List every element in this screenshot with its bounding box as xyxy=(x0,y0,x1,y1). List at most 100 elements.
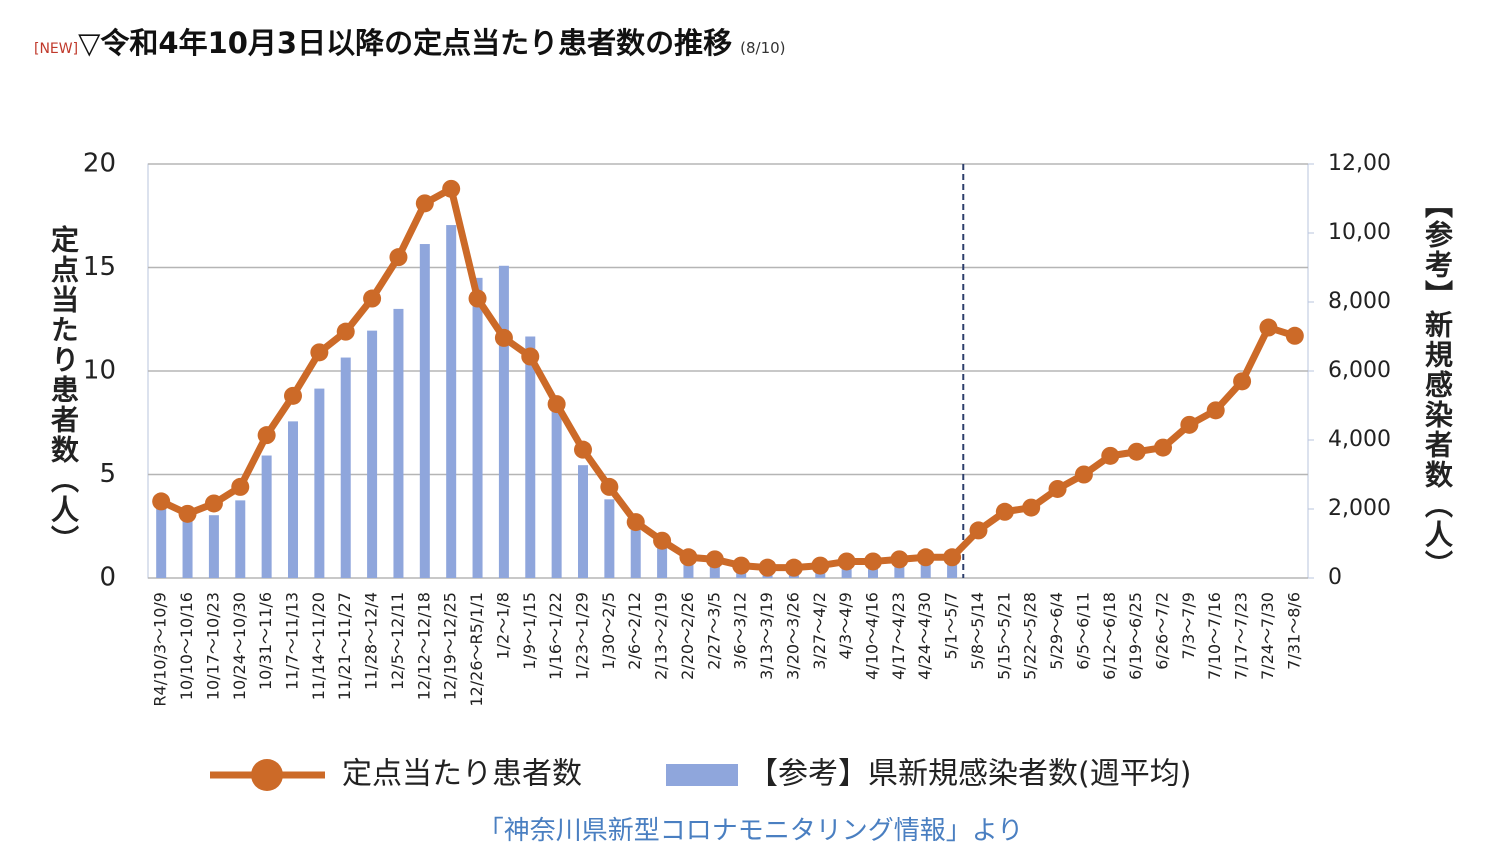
bar xyxy=(419,244,430,579)
x-tick-label: 7/10～7/16 xyxy=(1205,592,1224,680)
x-tick-label: 5/22～5/28 xyxy=(1021,592,1040,680)
point xyxy=(1206,401,1225,420)
bar xyxy=(367,330,378,578)
x-tick-label: 7/31～8/6 xyxy=(1284,592,1303,670)
point xyxy=(1285,326,1304,345)
x-tick-label: 5/15～5/21 xyxy=(994,592,1013,680)
point xyxy=(626,513,645,532)
point xyxy=(231,477,250,496)
bar xyxy=(498,265,509,578)
point xyxy=(521,347,540,366)
point xyxy=(1074,465,1093,484)
bar xyxy=(261,455,272,578)
x-tick-label: 5/1～5/7 xyxy=(942,592,961,660)
x-tick-label: 6/26～7/2 xyxy=(1153,592,1172,670)
x-tick-label: 1/16～1/22 xyxy=(546,592,565,680)
y-tick-label: 20 xyxy=(83,149,116,179)
bar xyxy=(551,405,562,578)
bar xyxy=(235,500,246,578)
x-tick-label: 10/24～10/30 xyxy=(230,592,249,700)
bar xyxy=(630,530,641,578)
point xyxy=(1101,446,1120,465)
point xyxy=(336,322,355,341)
x-tick-label: 3/20～3/26 xyxy=(783,592,802,680)
x-tick-label: 7/17～7/23 xyxy=(1232,592,1251,680)
legend-point xyxy=(251,759,283,791)
x-tick-label: 11/7～11/13 xyxy=(283,592,302,690)
source-note: 「神奈川県新型コロナモニタリング情報」より xyxy=(477,816,1024,846)
x-tick-label: 11/14～11/20 xyxy=(309,592,328,700)
point xyxy=(204,494,223,513)
y-tick-label: 15 xyxy=(83,252,116,282)
bar xyxy=(657,545,668,578)
bar xyxy=(683,560,694,578)
point xyxy=(1048,479,1067,498)
x-tick-label: 1/9～1/15 xyxy=(520,592,539,670)
point xyxy=(890,550,909,569)
x-tick-label: 12/5～12/11 xyxy=(388,592,407,690)
point xyxy=(784,558,803,577)
x-tick-label: 4/24～4/30 xyxy=(915,592,934,680)
x-tick-label: 1/23～1/29 xyxy=(573,592,592,680)
bar xyxy=(472,277,483,578)
x-tick-label: 2/27～3/5 xyxy=(704,592,723,670)
point xyxy=(547,395,566,414)
x-tick-label: 10/10～10/16 xyxy=(177,592,196,700)
x-tick-label: R4/10/3～10/9 xyxy=(151,592,170,707)
bar xyxy=(920,563,931,578)
x-tick-label: 3/6～3/12 xyxy=(731,592,750,670)
point xyxy=(864,552,882,571)
point xyxy=(600,477,619,496)
x-tick-label: 11/28～12/4 xyxy=(362,592,381,690)
bar xyxy=(894,564,905,578)
point xyxy=(1180,415,1199,434)
x-tick-label: 10/17～10/23 xyxy=(203,592,222,700)
bar xyxy=(314,388,325,578)
y2-tick-label: 2,000 xyxy=(1328,496,1391,521)
x-tick-label: 12/12～12/18 xyxy=(414,592,433,700)
point xyxy=(811,556,830,575)
y-tick-label: 0 xyxy=(99,563,116,593)
x-tick-label: 6/5～6/11 xyxy=(1073,592,1092,670)
point xyxy=(310,343,329,362)
y2-tick-label: 10,00 xyxy=(1328,220,1391,245)
point xyxy=(758,558,777,577)
bar xyxy=(446,225,457,578)
point xyxy=(257,426,276,445)
x-tick-label: 6/12～6/18 xyxy=(1100,592,1119,680)
x-tick-label: 3/27～4/2 xyxy=(810,592,829,670)
point xyxy=(574,440,592,459)
x-tick-label: 1/2～1/8 xyxy=(493,592,512,660)
point xyxy=(995,502,1014,521)
bar xyxy=(208,515,219,578)
point xyxy=(1259,318,1278,337)
x-tick-label: 7/24～7/30 xyxy=(1258,592,1277,680)
x-tick-label: 2/20～2/26 xyxy=(678,592,697,680)
bar xyxy=(947,562,958,578)
bar xyxy=(525,336,536,578)
point xyxy=(969,521,988,540)
bar xyxy=(868,565,878,578)
page-title: ▽令和4年10月3日以降の定点当たり患者数の推移 xyxy=(78,26,733,60)
x-tick-label: 5/8～5/14 xyxy=(968,592,987,670)
point xyxy=(1022,498,1041,517)
y-axis-label: 定点当たり患者数（人） xyxy=(47,224,80,555)
point xyxy=(284,386,302,405)
bar xyxy=(340,357,351,578)
point xyxy=(705,550,724,569)
point xyxy=(494,328,513,347)
header: [NEW] ▽令和4年10月3日以降の定点当たり患者数の推移 (8/10) xyxy=(34,20,786,62)
legend-label: 定点当たり患者数 xyxy=(342,757,582,792)
x-tick-label: 4/17～4/23 xyxy=(889,592,908,680)
bar xyxy=(841,565,852,578)
point xyxy=(837,552,856,571)
point xyxy=(679,548,698,567)
y2-tick-label: 6,000 xyxy=(1328,358,1391,383)
bar xyxy=(393,308,404,578)
bar xyxy=(182,517,193,578)
bar xyxy=(288,421,298,578)
point xyxy=(442,179,461,198)
point xyxy=(943,548,962,567)
